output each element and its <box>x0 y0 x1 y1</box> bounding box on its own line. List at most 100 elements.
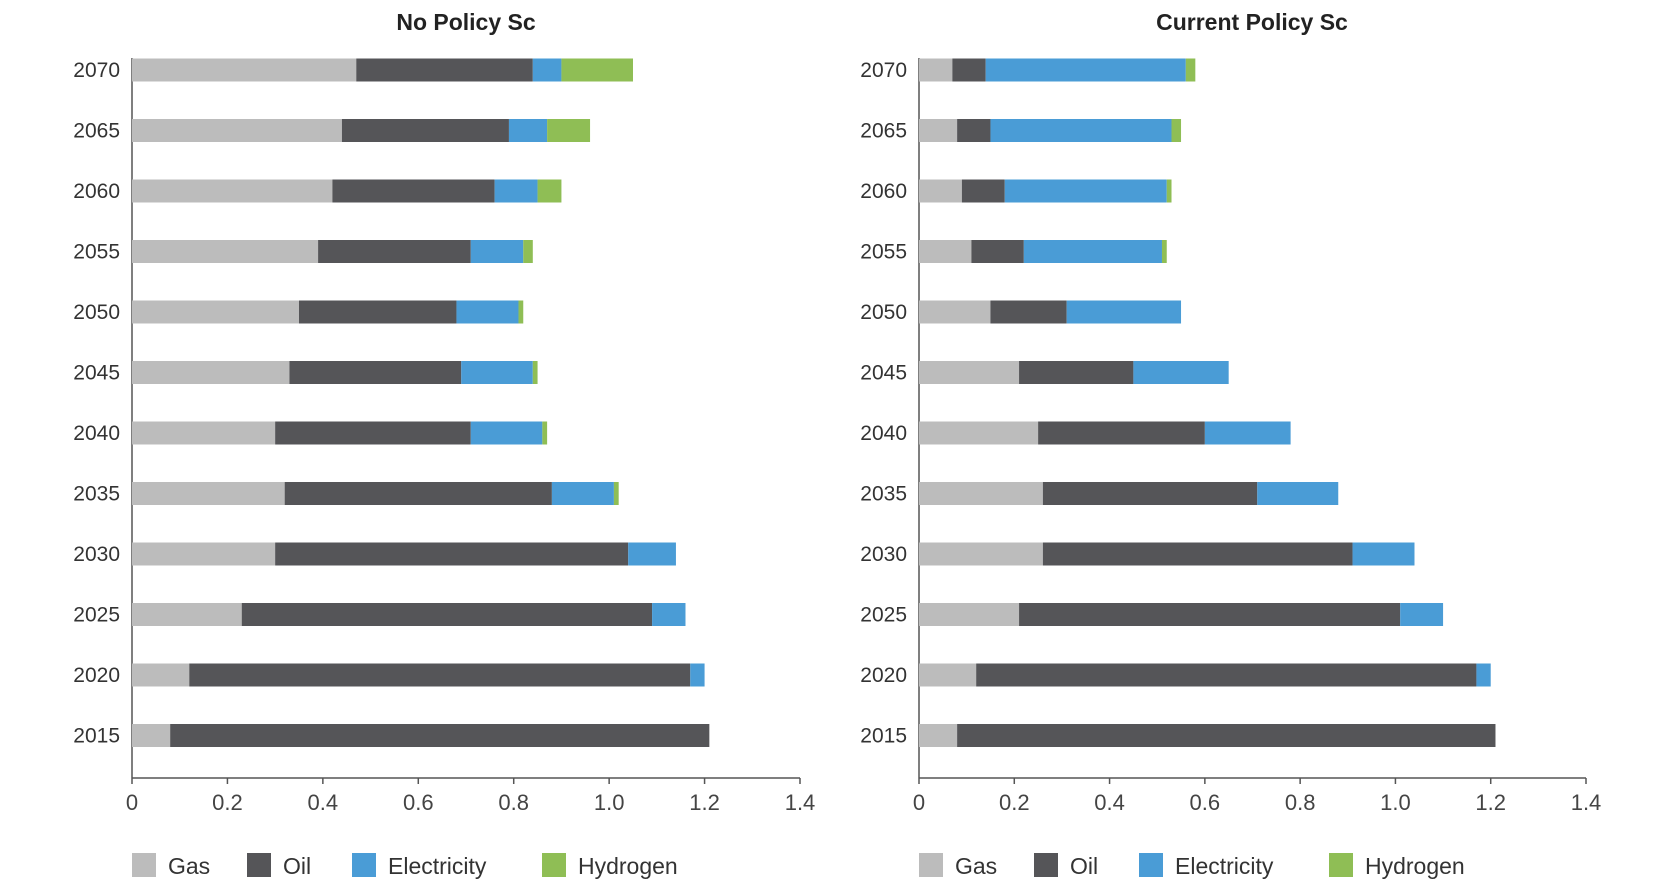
legend-swatch-gas <box>132 853 156 877</box>
bar-segment-oil-2025 <box>1019 603 1401 626</box>
bar-segment-oil-2065 <box>341 119 509 142</box>
y-tick-label: 2020 <box>860 664 907 687</box>
y-tick-label: 2055 <box>860 241 907 264</box>
bar-segment-gas-2035 <box>132 482 285 505</box>
x-tick-label: 0 <box>913 790 925 815</box>
bar-segment-oil-2060 <box>332 179 495 203</box>
legend-label-hydrogen: Hydrogen <box>1365 853 1465 879</box>
bar-segment-gas-2030 <box>919 542 1043 566</box>
y-tick-label: 2065 <box>73 120 120 143</box>
y-tick-label: 2015 <box>73 725 120 748</box>
bar-segment-electricity-2030 <box>1352 542 1415 566</box>
bar-segment-oil-2055 <box>318 240 471 263</box>
bar-segment-gas-2035 <box>919 482 1043 505</box>
bar-segment-oil-2070 <box>952 58 986 82</box>
bar-segment-gas-2020 <box>132 663 190 687</box>
x-tick-label: 0.6 <box>403 790 434 815</box>
bar-segment-electricity-2065 <box>990 119 1172 142</box>
bar-segment-hydrogen-2070 <box>1185 58 1196 82</box>
chart-title: No Policy Sc <box>396 9 536 35</box>
y-tick-label: 2050 <box>860 301 907 324</box>
y-tick-label: 2020 <box>73 664 120 687</box>
bar-segment-gas-2065 <box>132 119 342 142</box>
bar-segment-oil-2065 <box>957 119 991 142</box>
legend-swatch-gas <box>919 853 943 877</box>
bar-segment-gas-2045 <box>919 361 1020 384</box>
bar-segment-electricity-2025 <box>1400 603 1444 626</box>
bar-segment-oil-2045 <box>289 361 462 384</box>
y-tick-label: 2030 <box>860 543 907 566</box>
bar-segment-oil-2055 <box>971 240 1024 263</box>
bar-segment-electricity-2070 <box>532 58 562 82</box>
legend-swatch-hydrogen <box>1329 853 1353 877</box>
y-tick-label: 2060 <box>73 180 120 203</box>
y-tick-label: 2055 <box>73 241 120 264</box>
legend-label-oil: Oil <box>283 853 311 879</box>
x-tick-label: 0.4 <box>1094 790 1125 815</box>
bar-segment-oil-2040 <box>1038 421 1205 445</box>
bar-segment-electricity-2045 <box>1133 361 1229 384</box>
y-tick-label: 2030 <box>73 543 120 566</box>
x-tick-label: 1.4 <box>785 790 816 815</box>
legend-label-gas: Gas <box>168 853 210 879</box>
bar-segment-hydrogen-2060 <box>1166 179 1172 203</box>
bar-segment-electricity-2040 <box>470 421 543 445</box>
bar-segment-gas-2025 <box>132 603 242 626</box>
bar-segment-oil-2035 <box>284 482 552 505</box>
bar-segment-electricity-2020 <box>690 663 705 687</box>
bar-segment-hydrogen-2045 <box>532 361 538 384</box>
bar-segment-oil-2030 <box>275 542 629 566</box>
bar-segment-electricity-2060 <box>494 179 538 203</box>
bar-segment-electricity-2060 <box>1004 179 1167 203</box>
bar-segment-hydrogen-2040 <box>542 421 548 445</box>
x-tick-label: 0.8 <box>498 790 529 815</box>
x-tick-label: 0.8 <box>1285 790 1316 815</box>
bar-segment-gas-2030 <box>132 542 276 566</box>
y-tick-label: 2025 <box>73 604 120 627</box>
y-tick-label: 2050 <box>73 301 120 324</box>
bar-segment-gas-2070 <box>919 58 953 82</box>
bar-segment-electricity-2035 <box>1257 482 1339 505</box>
bar-segment-electricity-2040 <box>1204 421 1291 445</box>
legend-swatch-hydrogen <box>542 853 566 877</box>
bar-segment-oil-2035 <box>1042 482 1258 505</box>
y-tick-label: 2045 <box>860 362 907 385</box>
bar-segment-gas-2015 <box>919 724 958 747</box>
x-tick-label: 0.2 <box>212 790 243 815</box>
bar-segment-gas-2055 <box>132 240 319 263</box>
x-tick-label: 0.4 <box>308 790 339 815</box>
chart-title: Current Policy Sc <box>1156 9 1348 35</box>
panel-current-policy: Current Policy Sc 0 0.2 0.4 0.6 0.8 1.0 1.2 1.4 2… <box>860 9 1601 879</box>
bar-segment-electricity-2030 <box>628 542 676 566</box>
y-tick-label: 2040 <box>860 422 907 445</box>
y-tick-label: 2045 <box>73 362 120 385</box>
bar-segment-oil-2020 <box>976 663 1477 687</box>
bar-segment-electricity-2020 <box>1476 663 1491 687</box>
bar-segment-gas-2060 <box>132 179 333 203</box>
y-tick-label: 2035 <box>860 483 907 506</box>
bar-segment-oil-2030 <box>1042 542 1353 566</box>
bar-segment-gas-2015 <box>132 724 171 747</box>
x-tick-label: 1.2 <box>1475 790 1506 815</box>
bar-segment-gas-2040 <box>132 421 276 445</box>
bar-segment-gas-2045 <box>132 361 290 384</box>
legend-label-hydrogen: Hydrogen <box>578 853 678 879</box>
bar-segment-electricity-2065 <box>508 119 548 142</box>
y-tick-label: 2040 <box>73 422 120 445</box>
bar-segment-electricity-2045 <box>461 361 533 384</box>
y-tick-label: 2070 <box>860 59 907 82</box>
bar-segment-gas-2025 <box>919 603 1020 626</box>
bar-segment-electricity-2050 <box>456 300 519 324</box>
legend-swatch-oil <box>1034 853 1058 877</box>
x-tick-label: 1.0 <box>1380 790 1411 815</box>
legend-swatch-oil <box>247 853 271 877</box>
bar-segment-gas-2040 <box>919 421 1039 445</box>
x-tick-label: 1.0 <box>594 790 625 815</box>
legend-label-gas: Gas <box>955 853 997 879</box>
x-tick-label: 0.6 <box>1190 790 1221 815</box>
bar-segment-oil-2050 <box>990 300 1067 324</box>
bar-segment-oil-2050 <box>299 300 457 324</box>
bar-segment-hydrogen-2070 <box>561 58 633 82</box>
bar-segment-hydrogen-2055 <box>1161 240 1167 263</box>
